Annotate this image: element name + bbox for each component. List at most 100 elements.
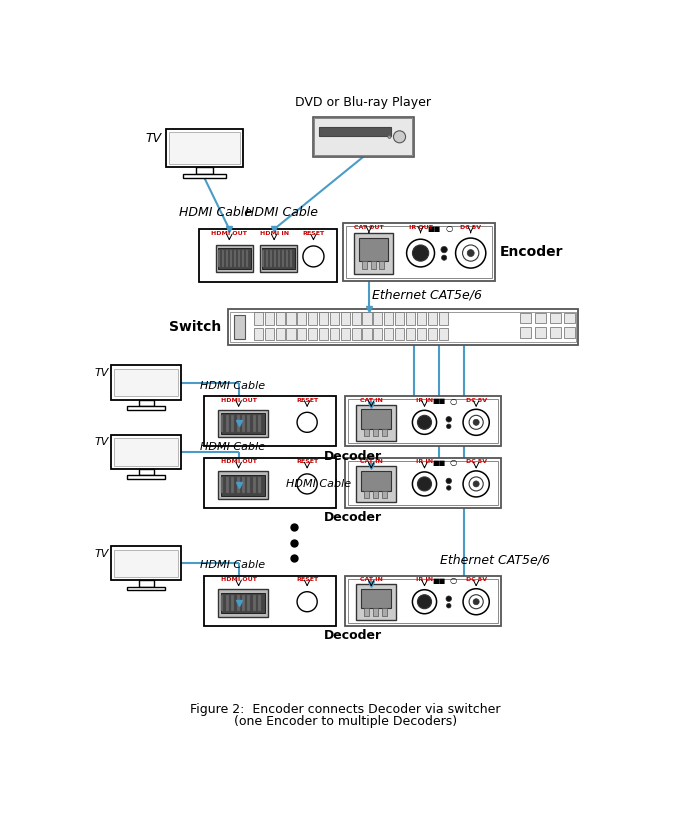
Bar <box>384 328 394 340</box>
Text: RESET: RESET <box>296 459 318 464</box>
Circle shape <box>297 474 317 494</box>
Circle shape <box>473 599 479 605</box>
Bar <box>242 250 244 267</box>
Bar <box>297 328 307 340</box>
Bar <box>439 312 448 324</box>
Bar <box>427 328 437 340</box>
Bar <box>242 477 245 493</box>
Text: Figure 2:  Encoder connects Decoder via switcher: Figure 2: Encoder connects Decoder via s… <box>190 703 501 716</box>
Bar <box>258 415 262 432</box>
Circle shape <box>386 235 389 238</box>
Bar <box>319 328 328 340</box>
Bar <box>352 328 361 340</box>
Circle shape <box>406 240 435 267</box>
Circle shape <box>303 246 324 267</box>
Circle shape <box>361 586 363 588</box>
Bar <box>226 595 229 612</box>
Text: ■■: ■■ <box>432 460 446 466</box>
Bar <box>127 587 165 591</box>
Bar <box>417 312 426 324</box>
Text: HDMI Cable: HDMI Cable <box>286 479 351 489</box>
Bar <box>231 477 235 493</box>
Bar <box>382 608 387 616</box>
Text: HDMI Cable: HDMI Cable <box>200 380 266 390</box>
Circle shape <box>394 131 406 143</box>
Bar <box>127 406 165 409</box>
Bar <box>344 396 501 446</box>
Bar <box>254 328 263 340</box>
Text: Ethernet CAT5e/6: Ethernet CAT5e/6 <box>440 554 550 567</box>
Text: Encoder: Encoder <box>499 245 563 259</box>
Bar <box>356 405 396 441</box>
Text: TV: TV <box>146 131 162 145</box>
Circle shape <box>446 417 452 422</box>
Bar <box>230 250 232 267</box>
Bar <box>564 327 576 338</box>
Text: ■■: ■■ <box>432 399 446 404</box>
Text: CAT IN: CAT IN <box>360 577 383 582</box>
Circle shape <box>297 413 317 433</box>
Bar <box>395 312 404 324</box>
Bar <box>242 415 245 432</box>
Bar <box>348 461 498 505</box>
Bar <box>226 477 229 493</box>
Circle shape <box>412 410 437 434</box>
Bar <box>348 399 498 443</box>
Bar <box>111 365 181 399</box>
Circle shape <box>446 486 451 490</box>
Bar <box>270 250 272 267</box>
Bar <box>115 549 178 577</box>
Bar <box>258 595 262 612</box>
Circle shape <box>412 245 429 261</box>
Text: ○: ○ <box>445 225 452 233</box>
Bar <box>373 429 378 436</box>
Bar <box>297 312 307 324</box>
Bar <box>308 312 317 324</box>
Bar <box>308 328 317 340</box>
Bar <box>220 592 265 613</box>
Bar <box>115 369 178 396</box>
Bar <box>361 588 391 608</box>
Bar <box>222 250 224 267</box>
Circle shape <box>469 415 483 429</box>
Bar <box>362 260 367 269</box>
Text: RESET: RESET <box>296 398 318 403</box>
Text: HDMI OUT: HDMI OUT <box>212 231 247 236</box>
Bar <box>196 166 213 174</box>
Bar <box>218 589 268 617</box>
Bar <box>265 312 274 324</box>
Bar <box>247 477 251 493</box>
Bar <box>535 313 546 324</box>
Text: IR OUT: IR OUT <box>408 225 433 230</box>
Bar <box>262 250 264 267</box>
Bar <box>204 458 336 508</box>
Bar <box>265 328 274 340</box>
Bar <box>237 595 240 612</box>
Bar <box>234 250 236 267</box>
Circle shape <box>412 590 437 614</box>
Bar <box>549 327 561 338</box>
Bar <box>216 245 253 272</box>
Text: ■■: ■■ <box>432 577 446 584</box>
Bar <box>373 491 378 498</box>
Bar <box>253 477 256 493</box>
Bar <box>344 576 501 626</box>
Bar <box>242 595 245 612</box>
Bar <box>373 328 382 340</box>
Bar <box>364 608 369 616</box>
Bar <box>266 250 268 267</box>
Bar <box>363 328 371 340</box>
Circle shape <box>462 245 479 261</box>
Bar <box>564 313 576 324</box>
Bar <box>346 226 492 278</box>
Bar <box>352 312 361 324</box>
Bar <box>199 229 337 281</box>
Circle shape <box>456 238 486 268</box>
Bar <box>139 468 154 475</box>
Bar <box>228 310 578 344</box>
Bar <box>183 174 226 178</box>
Text: DC 5V: DC 5V <box>466 398 487 403</box>
Bar <box>286 250 288 267</box>
Bar <box>549 313 561 324</box>
Bar <box>520 313 531 324</box>
